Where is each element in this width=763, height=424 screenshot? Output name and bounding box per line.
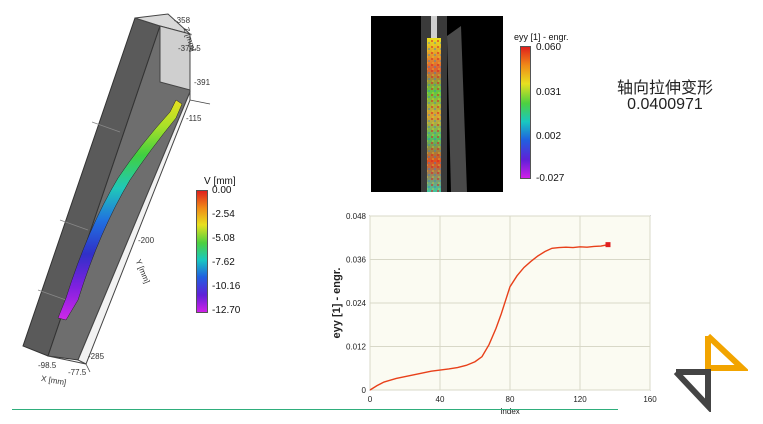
z-tick-2: -391: [194, 78, 211, 87]
eyy-colorbar-label-1: 0.031: [536, 87, 562, 98]
x-tick-label: 120: [573, 395, 587, 404]
eyy-colorbar-gradient: [520, 46, 531, 179]
x-tick-label: 160: [643, 395, 657, 404]
v-colorbar-label-4: -10.16: [212, 281, 241, 292]
eyy-colorbar-title: eyy [1] - engr.: [514, 32, 569, 42]
series-line: [369, 243, 609, 391]
left-3d-plot-graphic: [22, 13, 211, 373]
y-tick-label: 0.036: [346, 256, 367, 265]
y-tick-1: -200: [138, 236, 155, 245]
v-colorbar-label-2: -5.08: [212, 233, 235, 244]
v-colorbar-label-0: 0.00: [212, 185, 232, 196]
x-tick-2: -285: [88, 352, 105, 361]
x-tick-1: -77.5: [68, 368, 87, 377]
eyy-colorbar-label-3: -0.027: [536, 173, 565, 184]
y-axis-title: eyy [1] - engr.: [331, 268, 343, 339]
brand-logo-icon: [673, 333, 750, 414]
y-tick-label: 0: [362, 386, 367, 395]
strain-chart: 0 40 80 120 160 0 0.012 0.024 0.036 0.048 Index eyy…: [326, 206, 662, 416]
eyy-colorbar: eyy [1] - engr. 0.060 0.031 0.002 -0.027: [510, 32, 600, 184]
end-marker: [605, 242, 611, 248]
y-tick-0: -115: [186, 114, 202, 123]
footer-divider: [12, 409, 618, 410]
v-colorbar-label-5: -12.70: [212, 305, 241, 316]
y-tick-label: 0.048: [346, 212, 367, 221]
z-tick-0: -358: [174, 16, 191, 25]
v-colorbar-label-1: -2.54: [212, 209, 235, 220]
background-object: [447, 26, 467, 192]
x-tick-label: 40: [436, 395, 445, 404]
x-tick-label: 0: [368, 395, 373, 404]
eyy-colorbar-label-0: 0.060: [536, 42, 562, 53]
y-tick-label: 0.024: [346, 299, 367, 308]
camera-view: [371, 16, 503, 192]
x-tick-label: 80: [506, 395, 515, 404]
v-colorbar-title: V [mm]: [204, 176, 236, 187]
z-tick-1: -374.5: [178, 44, 201, 53]
v-colorbar-gradient: [196, 190, 208, 313]
v-colorbar-label-3: -7.62: [212, 257, 235, 268]
camera-view-graphic: [421, 16, 467, 192]
strain-chart-svg: 0 40 80 120 160 0 0.012 0.024 0.036 0.048 Index eyy…: [331, 212, 657, 416]
result-title: 轴向拉伸变形: [616, 80, 713, 97]
left-3d-plot: -358 Z [mm] -374.5 -391 -115 -200 Y [mm]…: [0, 0, 300, 400]
brand-logo: [672, 332, 750, 414]
eyy-colorbar-label-2: 0.002: [536, 131, 562, 142]
x-tick-0: -98.5: [38, 361, 57, 370]
v-colorbar: V [mm] 0.00 -2.54 -5.08 -7.62 -10.16 -12…: [196, 176, 266, 316]
box-top-end: [159, 25, 191, 91]
result-value: 0.0400971: [627, 96, 703, 113]
specimen-strip: [57, 99, 183, 321]
y-tick-label: 0.012: [346, 343, 367, 352]
x-axis-title: Index: [500, 407, 520, 416]
